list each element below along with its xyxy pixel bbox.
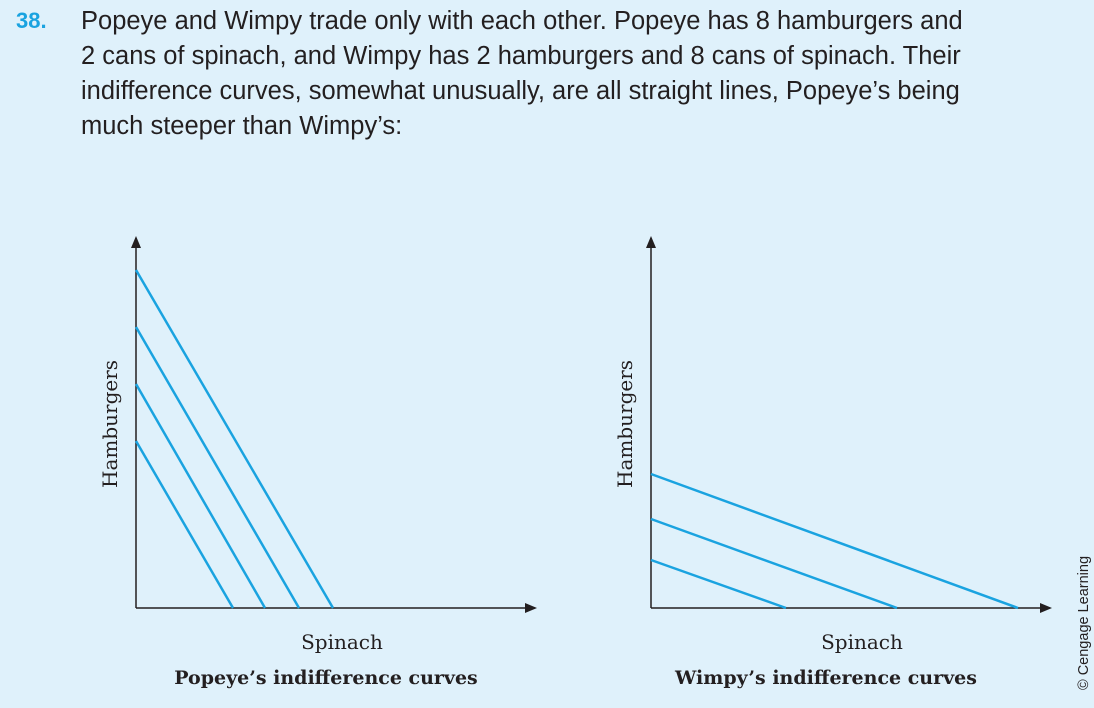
popeye-indifference-curve xyxy=(134,269,335,609)
problem-text: Popeye and Wimpy trade only with each ot… xyxy=(81,4,1056,144)
wimpy-x-axis-label: Spinach xyxy=(821,630,903,654)
problem-line: 2 cans of spinach, and Wimpy has 2 hambu… xyxy=(81,42,961,70)
problem-line: much steeper than Wimpy’s: xyxy=(81,112,403,140)
copyright-credit: © Cengage Learning xyxy=(1076,555,1092,690)
wimpy-curves xyxy=(650,472,1019,610)
popeye-x-axis-label: Spinach xyxy=(301,630,383,654)
problem-line: indifference curves, somewhat unusually,… xyxy=(81,77,960,105)
popeye-caption: Popeye’s indifference curves xyxy=(174,667,478,689)
wimpy-axes xyxy=(646,236,1052,613)
popeye-indifference-curve xyxy=(134,326,301,609)
wimpy-indifference-curve xyxy=(650,517,898,610)
wimpy-indifference-curve xyxy=(650,472,1019,610)
popeye-indifference-curve xyxy=(134,383,267,609)
popeye-curves xyxy=(134,269,335,609)
wimpy-caption: Wimpy’s indifference curves xyxy=(675,667,977,689)
popeye-indifference-curve xyxy=(134,440,235,609)
wimpy-y-axis-label: Hamburgers xyxy=(613,359,637,488)
problem-number: 38. xyxy=(16,8,47,33)
popeye-axes xyxy=(131,236,537,613)
problem-line: Popeye and Wimpy trade only with each ot… xyxy=(81,7,963,35)
wimpy-indifference-curve xyxy=(650,558,787,610)
popeye-y-axis-label: Hamburgers xyxy=(98,359,122,488)
